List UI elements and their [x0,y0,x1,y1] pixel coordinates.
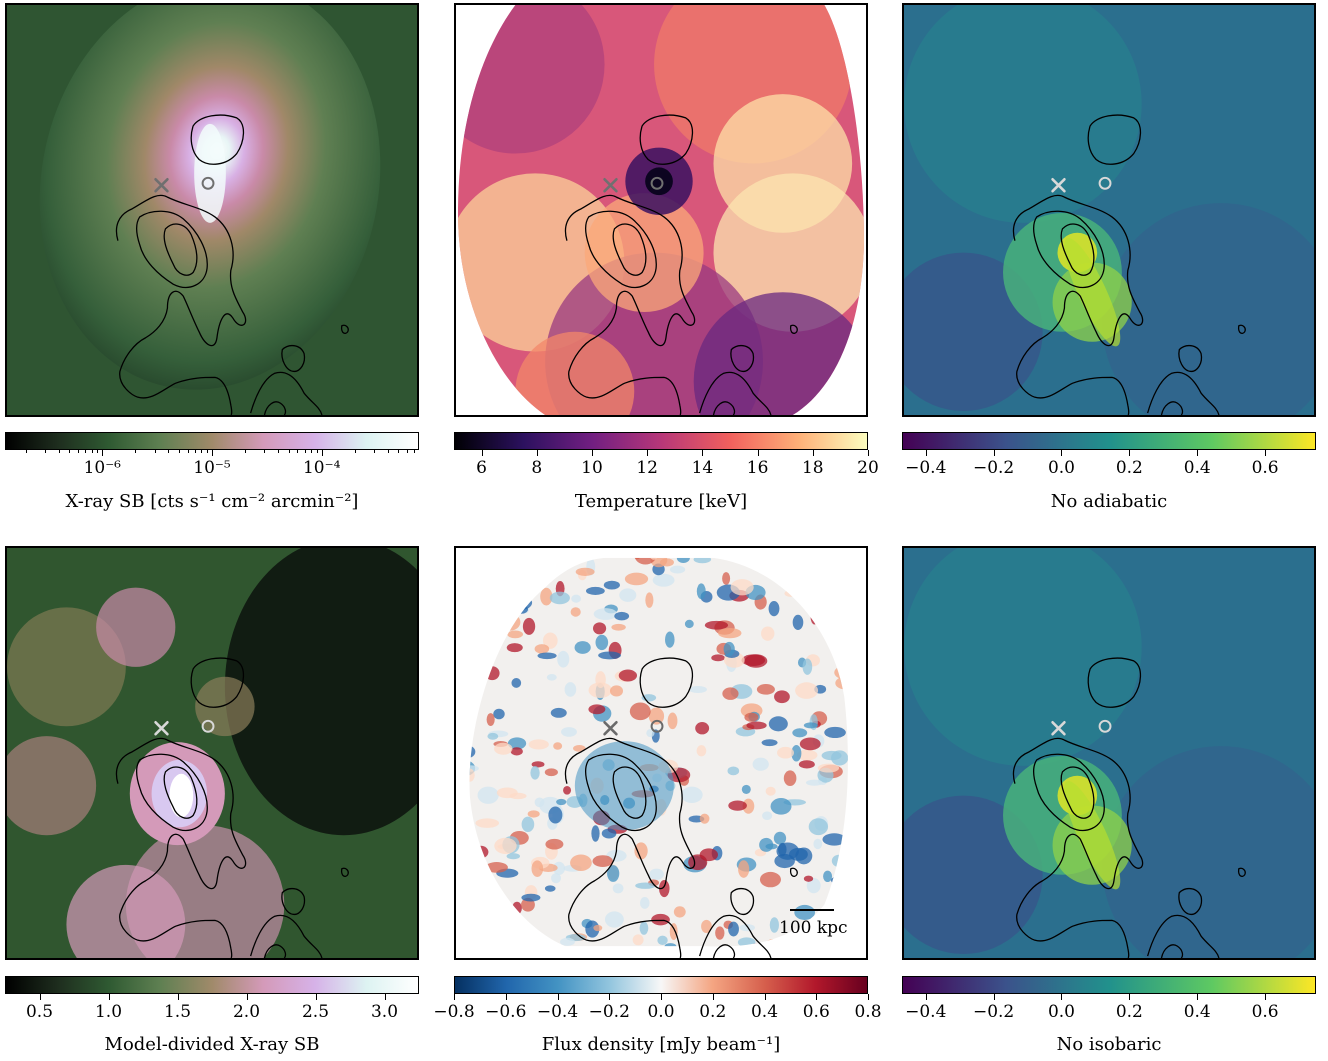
model-divided-colorbar-ticks: 0.5 1.0 1.5 2.0 2.5 3.0 [5,994,419,1024]
colorbar-tick-label: 2.0 [232,1002,261,1022]
no-isobaric-colorbar-label: No isobaric [1056,1034,1162,1055]
colorbar-tick-label: 0.2 [699,1002,727,1022]
colorbar-tick-label: 0.0 [647,1002,675,1022]
model-divided-xray-map [5,546,419,960]
no-adiabatic-colorbar-ticks: −0.4 −0.2 0.0 0.2 0.4 0.6 [902,450,1316,480]
scale-bar [790,909,834,911]
temperature-map [454,3,868,417]
model-divided-colorbar-label: Model-divided X-ray SB [104,1034,320,1055]
colorbar-tick-label: 0.0 [1047,1002,1076,1022]
colorbar-tick-label: 16 [746,458,769,478]
colorbar-tick-label: 1.5 [163,1002,192,1022]
no-adiabatic-colorbar [902,432,1316,450]
colorbar-tick-label: 10⁻⁵ [193,458,231,478]
colorbar-tick-label: −0.4 [905,458,947,478]
flux-density-colorbar-ticks: −0.8 −0.6 −0.4 −0.2 0.0 0.2 0.4 0.6 0.8 [433,994,882,1024]
colorbar-tick-label: −0.2 [588,1002,630,1022]
colorbar-tick-label: 6 [476,458,488,478]
colorbar-tick-label: 0.4 [750,1002,779,1022]
colorbar-tick-label: −0.2 [972,1002,1015,1022]
colorbar-tick-label: 10⁻⁴ [302,458,341,478]
colorbar-tick-label: 2.5 [301,1002,330,1022]
xray-sb-colorbar-label: X-ray SB [cts s⁻¹ cm⁻² arcmin⁻²] [65,491,359,512]
colorbar-tick-label: 8 [531,458,543,478]
colorbar-tick-label: 0.4 [1183,458,1211,478]
colorbar-tick-label: 18 [801,458,824,478]
colorbar-tick-label: 0.2 [1115,1002,1143,1022]
colorbar-tick-label: −0.2 [972,458,1015,478]
colorbar-tick-label: 0.4 [1183,1002,1211,1022]
no-adiabatic-map [902,3,1316,417]
colorbar-tick-label: −0.4 [536,1002,579,1022]
xray-sb-map [5,3,419,417]
no-isobaric-colorbar [902,976,1316,994]
colorbar-tick-label: 3.0 [370,1002,399,1022]
temperature-colorbar-ticks: 6 8 10 12 14 16 18 20 [454,450,879,480]
colorbar-tick-label: 12 [636,458,659,478]
colorbar-tick-label: 0.6 [802,1002,830,1022]
colorbar-tick-label: 10⁻⁶ [83,458,121,478]
colorbar-tick-label: 0.6 [1251,458,1279,478]
no-isobaric-colorbar-ticks: −0.4 −0.2 0.0 0.2 0.4 0.6 [902,994,1316,1024]
colorbar-tick-label: 0.0 [1047,458,1076,478]
no-adiabatic-colorbar-label: No adiabatic [1050,491,1168,512]
flux-density-colorbar-label: Flux density [mJy beam⁻¹] [541,1034,781,1055]
colorbar-tick-label: −0.4 [905,1002,947,1022]
no-isobaric-map [902,546,1316,960]
colorbar-tick-label: 10 [581,458,603,478]
temperature-colorbar [454,432,868,450]
flux-density-map [454,546,868,960]
colorbar-tick-label: 14 [691,458,714,478]
colorbar-tick-label: −0.6 [485,1002,527,1022]
scale-bar-label: 100 kpc [779,918,848,938]
xray-sb-colorbar [5,432,419,450]
colorbar-tick-label: 0.5 [25,1002,54,1022]
model-divided-colorbar [5,976,419,994]
colorbar-tick-label: 0.6 [1251,1002,1279,1022]
temperature-colorbar-label: Temperature [keV] [574,491,748,512]
xray-sb-colorbar-ticks: 10⁻⁶ 10⁻⁵ 10⁻⁴ [5,450,419,480]
flux-density-colorbar [454,976,868,994]
colorbar-tick-label: 20 [857,458,879,478]
colorbar-tick-label: 0.8 [854,1002,882,1022]
colorbar-tick-label: 1.0 [94,1002,123,1022]
colorbar-tick-label: 0.2 [1115,458,1143,478]
colorbar-tick-label: −0.8 [433,1002,475,1022]
